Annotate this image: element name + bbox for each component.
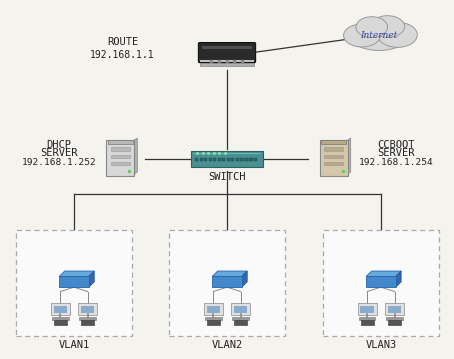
FancyBboxPatch shape [78, 303, 97, 315]
FancyBboxPatch shape [204, 303, 223, 315]
Polygon shape [59, 271, 94, 276]
FancyBboxPatch shape [54, 320, 67, 325]
Polygon shape [89, 271, 94, 287]
Text: SERVER: SERVER [377, 148, 415, 158]
FancyBboxPatch shape [231, 303, 250, 315]
Bar [16, 230, 132, 336]
FancyBboxPatch shape [234, 320, 247, 325]
Text: 192.168.1.252: 192.168.1.252 [22, 158, 96, 167]
FancyBboxPatch shape [209, 158, 212, 161]
FancyBboxPatch shape [81, 320, 94, 325]
FancyBboxPatch shape [241, 158, 244, 161]
FancyBboxPatch shape [52, 317, 69, 320]
Text: SWITCH: SWITCH [208, 172, 246, 182]
FancyBboxPatch shape [202, 46, 252, 49]
Text: DHCP: DHCP [46, 140, 72, 150]
FancyBboxPatch shape [385, 303, 404, 315]
FancyBboxPatch shape [361, 320, 374, 325]
FancyBboxPatch shape [51, 303, 70, 315]
FancyBboxPatch shape [198, 42, 256, 62]
FancyBboxPatch shape [232, 317, 249, 320]
Ellipse shape [378, 22, 417, 47]
FancyBboxPatch shape [79, 317, 96, 320]
Polygon shape [366, 271, 401, 276]
Polygon shape [396, 271, 401, 287]
Bar [169, 230, 285, 336]
FancyBboxPatch shape [388, 320, 401, 325]
Text: 192.168.1.254: 192.168.1.254 [359, 158, 433, 167]
FancyBboxPatch shape [222, 158, 226, 161]
Text: VLAN3: VLAN3 [365, 340, 396, 350]
FancyBboxPatch shape [200, 61, 254, 66]
FancyBboxPatch shape [191, 151, 263, 167]
FancyBboxPatch shape [386, 317, 403, 320]
FancyBboxPatch shape [207, 320, 220, 325]
FancyBboxPatch shape [59, 276, 89, 287]
FancyBboxPatch shape [195, 158, 198, 161]
FancyBboxPatch shape [207, 306, 220, 313]
FancyBboxPatch shape [107, 140, 134, 176]
FancyBboxPatch shape [358, 303, 377, 315]
Text: 192.168.1.1: 192.168.1.1 [90, 50, 155, 60]
FancyBboxPatch shape [193, 153, 261, 154]
FancyBboxPatch shape [234, 306, 247, 313]
FancyBboxPatch shape [111, 154, 130, 158]
FancyBboxPatch shape [108, 140, 133, 144]
Polygon shape [242, 271, 247, 287]
Ellipse shape [356, 17, 388, 38]
FancyBboxPatch shape [245, 158, 248, 161]
FancyBboxPatch shape [321, 140, 346, 144]
Ellipse shape [350, 21, 408, 51]
Text: SERVER: SERVER [40, 148, 78, 158]
FancyBboxPatch shape [200, 60, 254, 62]
FancyBboxPatch shape [232, 158, 235, 161]
FancyBboxPatch shape [54, 306, 67, 313]
Polygon shape [346, 138, 350, 175]
FancyBboxPatch shape [81, 306, 94, 313]
FancyBboxPatch shape [111, 162, 130, 165]
Text: CCBOOT: CCBOOT [377, 140, 415, 150]
Ellipse shape [344, 24, 380, 47]
Text: ROUTE: ROUTE [107, 37, 138, 47]
FancyBboxPatch shape [204, 158, 207, 161]
FancyBboxPatch shape [250, 158, 253, 161]
FancyBboxPatch shape [359, 317, 375, 320]
FancyBboxPatch shape [388, 306, 401, 313]
FancyBboxPatch shape [213, 158, 217, 161]
FancyBboxPatch shape [320, 140, 348, 176]
Polygon shape [212, 271, 247, 276]
Polygon shape [133, 138, 138, 175]
FancyBboxPatch shape [324, 147, 344, 151]
FancyBboxPatch shape [254, 158, 257, 161]
FancyBboxPatch shape [205, 317, 222, 320]
FancyBboxPatch shape [360, 306, 374, 313]
FancyBboxPatch shape [200, 158, 203, 161]
FancyBboxPatch shape [227, 158, 230, 161]
Bar [323, 230, 439, 336]
Text: VLAN2: VLAN2 [212, 340, 242, 350]
Ellipse shape [370, 16, 405, 37]
FancyBboxPatch shape [366, 276, 396, 287]
Text: Internet: Internet [360, 31, 398, 41]
FancyBboxPatch shape [212, 276, 242, 287]
FancyBboxPatch shape [236, 158, 239, 161]
Text: VLAN1: VLAN1 [59, 340, 89, 350]
FancyBboxPatch shape [111, 147, 130, 151]
FancyBboxPatch shape [218, 158, 221, 161]
FancyBboxPatch shape [324, 154, 344, 158]
FancyBboxPatch shape [324, 162, 344, 165]
